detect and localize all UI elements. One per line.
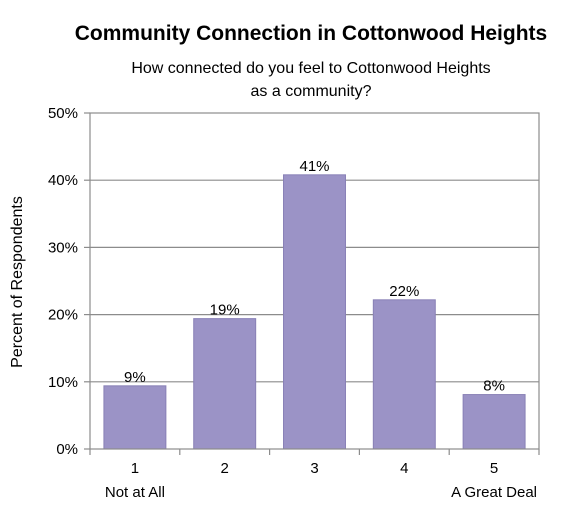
data-label: 8% [483, 378, 505, 395]
x-tick-label: 3 [310, 460, 318, 477]
chart-subtitle-line-1: How connected do you feel to Cottonwood … [131, 60, 490, 77]
y-tick-label: 20% [48, 307, 78, 324]
data-label: 22% [389, 283, 419, 300]
x-axis-ticks: 1 Not at All 2 3 4 5 A Great Deal [89, 449, 540, 501]
x-tick-label: 1 [131, 460, 139, 477]
bar-3 [283, 174, 346, 450]
plot-frame [89, 112, 540, 450]
bars [103, 174, 526, 450]
y-tick-label: 50% [48, 105, 78, 122]
y-axis-label: Percent of Respondents [9, 196, 26, 368]
y-tick-label: 40% [48, 172, 78, 189]
y-tick-label: 10% [48, 374, 78, 391]
bar-5 [462, 394, 526, 450]
bar-1 [103, 385, 167, 450]
y-tick-label: 30% [48, 239, 78, 256]
y-tick-label: 0% [56, 441, 78, 458]
x-category-sublabel: A Great Deal [451, 484, 537, 501]
y-axis-ticks: 0% 10% 20% 30% 40% 50% [48, 105, 90, 458]
x-tick-label: 5 [490, 460, 498, 477]
chart-title: Community Connection in Cottonwood Heigh… [75, 22, 547, 45]
x-category-sublabel: Not at All [105, 484, 165, 501]
chart-subtitle-line-2: as a community? [251, 83, 372, 100]
data-label: 19% [210, 302, 240, 319]
data-label: 41% [299, 158, 329, 175]
x-tick-label: 2 [221, 460, 229, 477]
bar-4 [372, 299, 436, 450]
x-tick-label: 4 [400, 460, 408, 477]
data-label: 9% [124, 369, 146, 386]
bar-2 [193, 318, 257, 450]
data-labels: 9% 19% 41% 22% 8% [124, 158, 505, 395]
